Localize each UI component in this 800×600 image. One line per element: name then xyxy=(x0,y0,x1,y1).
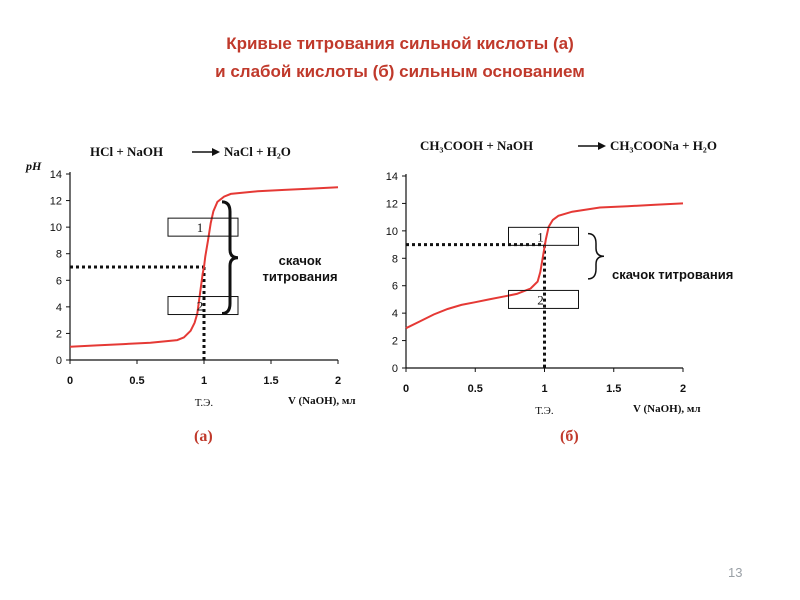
chart-b-series-line xyxy=(405,202,684,330)
chart-a-marker-box xyxy=(167,217,239,237)
chart-b-y-tick-label: 12 xyxy=(386,198,398,210)
panel-label-a: (а) xyxy=(194,428,213,445)
chart-a-annotation: скачок xyxy=(279,253,322,268)
chart-b-marker-box xyxy=(508,289,579,309)
chart-a-x-axis-label: V (NaOH), мл xyxy=(288,395,356,407)
chart-b-x-tick-label: 1.5 xyxy=(606,383,621,395)
chart-a-x-tick-label: 2 xyxy=(335,375,341,387)
chart-a-annotation: титрования xyxy=(262,269,337,284)
chart-a-series-line xyxy=(69,186,339,348)
chart-b-equation-right: CH₃COONa + H₂O xyxy=(610,138,717,153)
chart-b-y-tick-label: 2 xyxy=(392,336,398,348)
chart-b-x-tick-label: 0 xyxy=(403,383,409,395)
chart-b-equation-left: CH₃COOH + NaOH xyxy=(420,138,533,153)
chart-a-jump-brace xyxy=(221,200,239,315)
chart-b-y-tick-label: 4 xyxy=(392,308,398,320)
chart-a-x-tick-label: 1.5 xyxy=(263,375,278,387)
chart-a-y-axis-label: pH xyxy=(25,159,42,173)
chart-b-x-axis-label: V (NaOH), мл xyxy=(633,403,701,415)
chart-a-y-tick-label: 6 xyxy=(56,275,62,287)
chart-b-marker-box xyxy=(508,226,579,246)
chart-b-x-tick-label: 1 xyxy=(541,383,547,395)
slide-title: Кривые титрования сильной кислоты (а) и … xyxy=(0,30,800,86)
chart-a-y-tick-label: 8 xyxy=(56,249,62,261)
chart-b-y-tick-label: 8 xyxy=(392,253,398,265)
chart-a-equivalence-label: Т.Э. xyxy=(195,397,214,409)
page-number: 13 xyxy=(728,565,743,580)
chart-b-x-tick-label: 2 xyxy=(680,383,686,395)
chart-a-x-tick-label: 0.5 xyxy=(129,375,144,387)
chart-b-y-tick-label: 14 xyxy=(386,171,398,183)
chart-b-y-tick-label: 10 xyxy=(386,226,398,238)
chart-a-equation-left: HCl + NaOH xyxy=(90,144,163,159)
chart-a-x-tick-label: 0 xyxy=(67,375,73,387)
chart-a-y-tick-label: 12 xyxy=(50,196,62,208)
chart-a-marker-label: 1 xyxy=(197,220,204,235)
title-line-1: Кривые титрования сильной кислоты (а) xyxy=(226,34,574,53)
chart-a-y-tick-label: 0 xyxy=(56,355,62,367)
chart-b-y-tick-label: 0 xyxy=(392,363,398,375)
chart-a-y-tick-label: 2 xyxy=(56,328,62,340)
chart-a-y-tick-label: 14 xyxy=(50,169,62,181)
chart-b-marker-label: 2 xyxy=(537,292,544,307)
chart-a-y-tick-label: 10 xyxy=(50,222,62,234)
chart-b-y-tick-label: 6 xyxy=(392,281,398,293)
chart-b-jump-brace xyxy=(587,232,605,280)
chart-b-x-tick-label: 0.5 xyxy=(468,383,483,395)
chart-a-x-tick-label: 1 xyxy=(201,375,207,387)
title-line-2: и слабой кислоты (б) сильным основанием xyxy=(215,62,585,81)
chart-a-marker-box xyxy=(167,296,239,316)
chart-b-equivalence-label: Т.Э. xyxy=(535,405,554,417)
panel-label-b: (б) xyxy=(560,428,579,445)
chart-b-equation-arrowhead xyxy=(598,142,606,150)
chart-a-equation-arrowhead xyxy=(212,148,220,156)
chart-a-y-tick-label: 4 xyxy=(56,302,62,314)
chart-b-marker-label: 1 xyxy=(537,229,544,244)
chart-b-annotation: скачок титрования xyxy=(612,267,733,282)
chart-a-equation-right: NaCl + H₂O xyxy=(224,144,291,159)
chart-a-marker-label: 2 xyxy=(197,299,204,314)
